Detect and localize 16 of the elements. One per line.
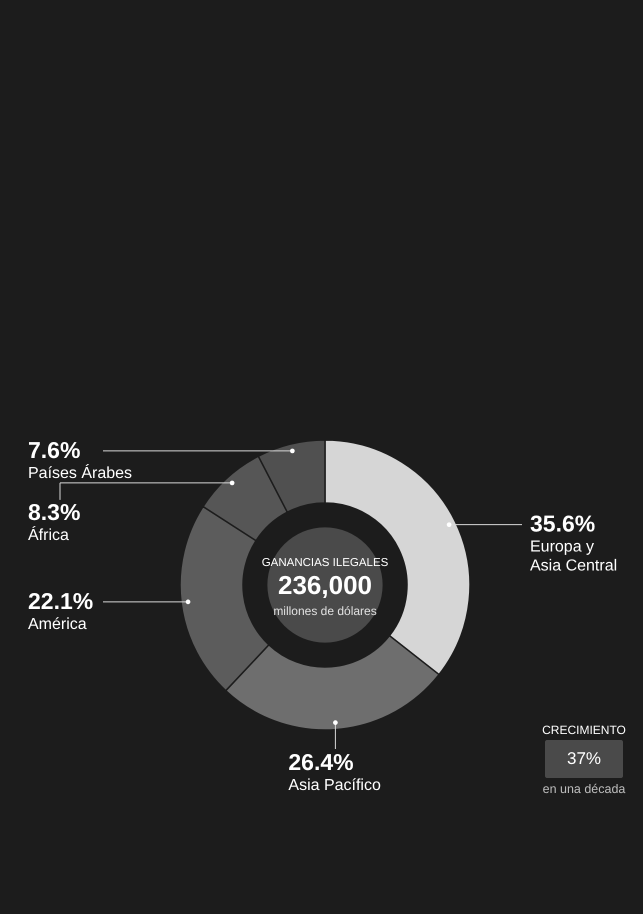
- data-label: 35.6%: [530, 510, 596, 537]
- data-label: 8.3%: [28, 498, 80, 525]
- slice-label: Países Árabes: [28, 464, 132, 482]
- text: millones de dólares: [273, 604, 377, 618]
- data-label: 26.4%: [288, 749, 354, 775]
- text: CRECIMIENTO: [542, 723, 626, 737]
- slice-label: América: [28, 616, 87, 633]
- slice-label: Asia Pacífico: [288, 777, 381, 794]
- text: GANANCIAS ILEGALES: [262, 557, 389, 569]
- slice-label: Europa y Asia Central: [530, 538, 618, 575]
- text: en una década: [542, 782, 626, 796]
- data-label: 7.6%: [28, 436, 80, 463]
- text: 236,000: [278, 570, 372, 600]
- text: 37%: [566, 749, 602, 768]
- slice-label: África: [28, 526, 69, 544]
- data-label: 22.1%: [28, 588, 94, 614]
